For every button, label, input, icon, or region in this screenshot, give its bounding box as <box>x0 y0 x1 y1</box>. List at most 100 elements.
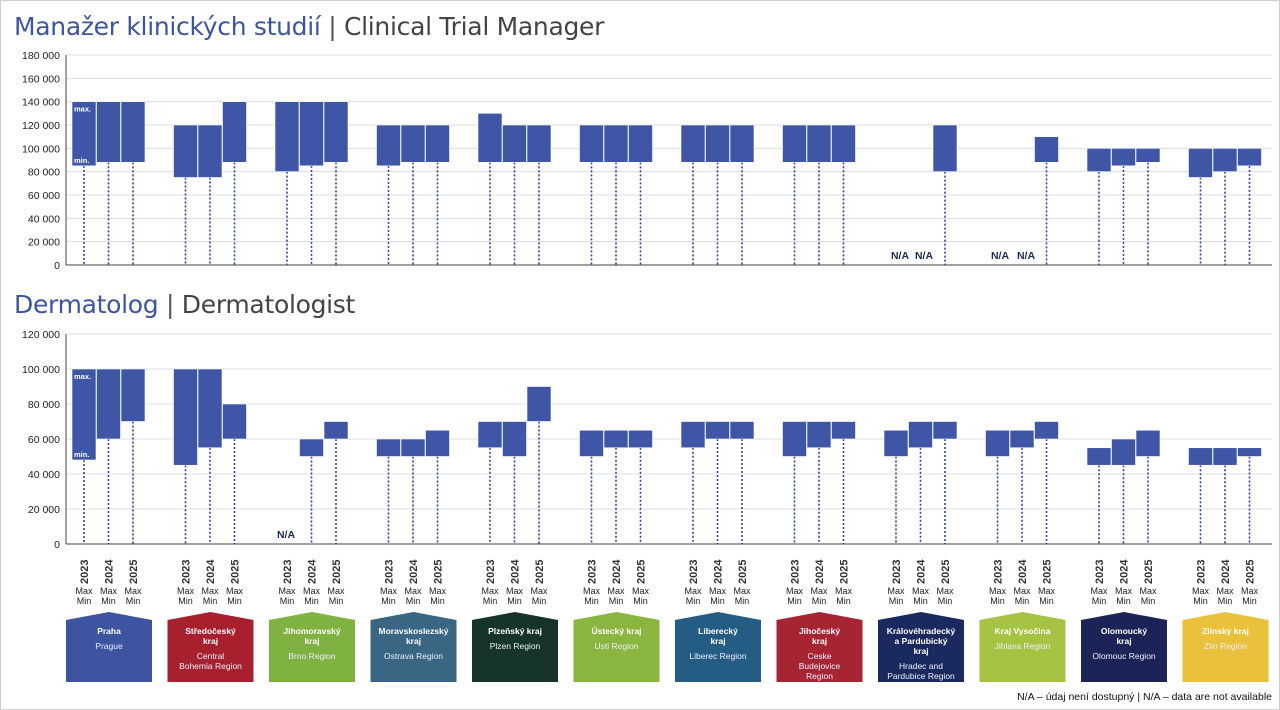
min-label: Min <box>1015 596 1030 606</box>
region-name-en: Usti Region <box>595 641 639 651</box>
region-name-cz: kraj <box>812 636 827 646</box>
min-label: Min <box>812 596 827 606</box>
min-label: Min <box>406 596 421 606</box>
max-label: Max <box>733 586 751 596</box>
range-bar <box>1188 148 1213 178</box>
min-label: Min <box>686 596 701 606</box>
region-name-en: Ceske <box>807 651 831 661</box>
min-label: Min <box>532 596 547 606</box>
max-label: Max <box>481 586 499 596</box>
chart1-title-cz: Manažer klinických studií <box>14 12 321 41</box>
region-badge <box>269 612 355 682</box>
range-bar <box>502 124 527 163</box>
na-label: N/A <box>1017 250 1036 262</box>
region-badge <box>573 612 660 682</box>
range-bar <box>628 124 653 163</box>
max-label: Max <box>1139 586 1157 596</box>
region-name-en: Bohemia Region <box>179 661 242 671</box>
range-bar <box>1111 148 1136 167</box>
year-label: 2024 <box>307 559 319 584</box>
region-name-en: Region <box>806 671 833 681</box>
region-name-cz: Středočeský <box>185 626 236 636</box>
y-tick-label: 40 000 <box>28 213 60 225</box>
y-tick-label: 80 000 <box>28 167 60 179</box>
max-label: Max <box>226 586 244 596</box>
bar-max-label: max. <box>74 105 91 114</box>
region-name-cz: Liberecký <box>698 626 738 636</box>
year-label: 2025 <box>1245 560 1257 584</box>
region-name-en: Pardubice Region <box>887 671 955 681</box>
year-label: 2025 <box>128 560 140 584</box>
region-badge <box>776 612 863 682</box>
min-label: Min <box>483 596 498 606</box>
year-label: 2024 <box>713 559 725 584</box>
min-label: Min <box>1141 596 1156 606</box>
region-name-en: Brno Region <box>288 651 336 661</box>
y-tick-label: 20 000 <box>28 237 60 249</box>
range-bar <box>71 368 97 461</box>
min-label: Min <box>227 596 242 606</box>
region-name-cz: kraj <box>304 636 319 646</box>
min-label: Min <box>1039 596 1054 606</box>
year-label: 2025 <box>940 560 952 584</box>
range-bar <box>425 429 450 457</box>
region-name-cz: kraj <box>203 636 218 646</box>
range-bar <box>197 368 223 449</box>
y-tick-label: 40 000 <box>28 469 60 481</box>
max-label: Max <box>810 586 828 596</box>
min-label: Min <box>938 596 953 606</box>
region-name-en: Plzen Region <box>490 641 541 651</box>
year-label: 2024 <box>104 559 116 584</box>
max-label: Max <box>380 586 398 596</box>
max-label: Max <box>75 586 93 596</box>
range-bar <box>96 368 121 440</box>
region-name-cz: Praha <box>97 626 121 636</box>
range-bar <box>1034 421 1059 440</box>
year-label: 2024 <box>1017 559 1029 584</box>
range-bar <box>1034 136 1059 163</box>
year-label: 2024 <box>814 559 826 584</box>
max-label: Max <box>1090 586 1108 596</box>
min-label: Min <box>304 596 319 606</box>
min-label: Min <box>710 596 725 606</box>
range-bar <box>1212 447 1238 466</box>
year-label: 2024 <box>408 559 420 584</box>
y-tick-label: 120 000 <box>22 120 60 132</box>
max-label: Max <box>632 586 650 596</box>
region-name-cz: Zlínský kraj <box>1202 626 1249 636</box>
min-label: Min <box>889 596 904 606</box>
region-name-cz: a Pardubický <box>895 636 948 646</box>
y-tick-label: 60 000 <box>28 434 60 446</box>
max-label: Max <box>607 586 625 596</box>
y-tick-label: 20 000 <box>28 504 60 516</box>
range-bar <box>1237 148 1262 167</box>
range-bar <box>71 101 97 167</box>
range-bar <box>299 438 324 457</box>
year-label: 2024 <box>916 559 928 584</box>
range-bar <box>222 101 247 163</box>
year-label: 2023 <box>79 560 91 584</box>
max-label: Max <box>327 586 345 596</box>
range-bar <box>729 124 755 163</box>
bar-min-label: min. <box>74 450 89 459</box>
max-label: Max <box>1013 586 1031 596</box>
range-bar <box>323 421 349 440</box>
year-label: 2023 <box>790 560 802 584</box>
max-label: Max <box>124 586 142 596</box>
na-label: N/A <box>915 250 934 262</box>
max-label: Max <box>583 586 601 596</box>
region-badge <box>167 612 254 682</box>
max-label: Max <box>989 586 1007 596</box>
year-label: 2023 <box>587 560 599 584</box>
range-bar <box>477 421 503 449</box>
max-label: Max <box>912 586 930 596</box>
range-bar <box>477 113 503 163</box>
min-label: Min <box>609 596 624 606</box>
region-name-en: Olomouc Region <box>1092 651 1156 661</box>
max-label: Max <box>278 586 296 596</box>
min-label: Min <box>1242 596 1257 606</box>
max-label: Max <box>1241 586 1259 596</box>
max-label: Max <box>786 586 804 596</box>
chart2-title-cz: Dermatolog <box>14 290 159 319</box>
region-name-cz: Jihomoravský <box>283 626 340 636</box>
